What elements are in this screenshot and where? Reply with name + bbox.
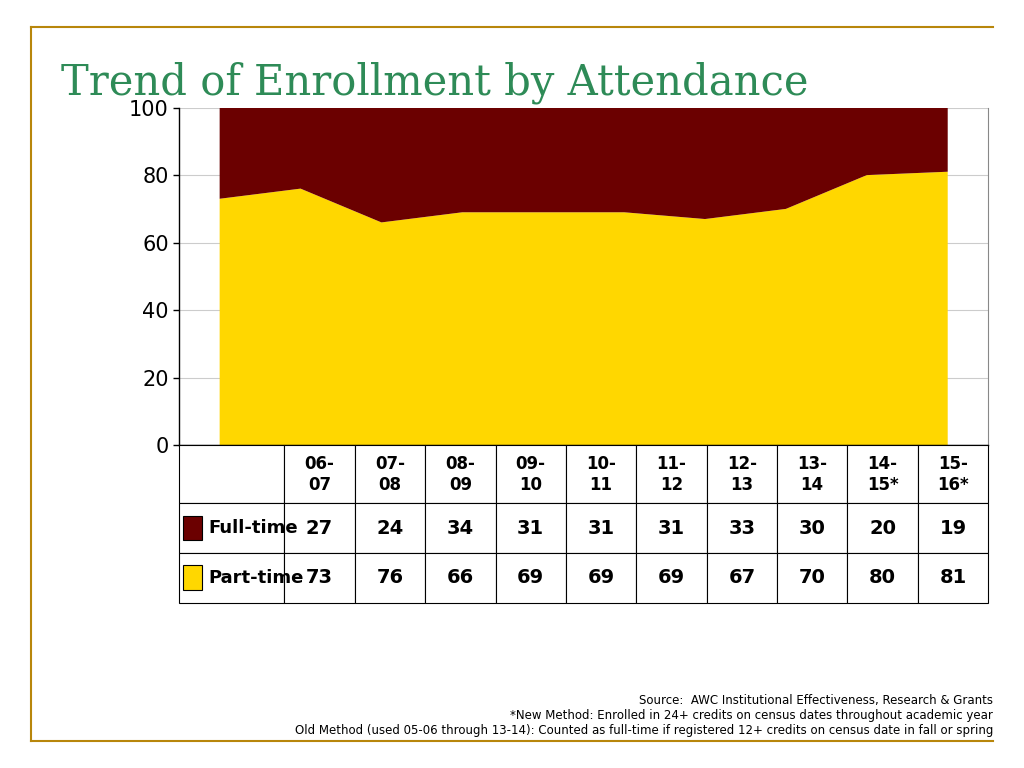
Text: 69: 69	[657, 568, 685, 588]
Text: Part-time: Part-time	[209, 569, 304, 587]
Text: 24: 24	[376, 518, 403, 538]
Text: 09-
10: 09- 10	[516, 455, 546, 494]
Text: Source:  AWC Institutional Effectiveness, Research & Grants
*New Method: Enrolle: Source: AWC Institutional Effectiveness,…	[295, 694, 993, 737]
Text: Trend of Enrollment by Attendance: Trend of Enrollment by Attendance	[61, 61, 809, 104]
Text: 81: 81	[939, 568, 967, 588]
Text: 10-
11: 10- 11	[586, 455, 616, 494]
Text: 31: 31	[657, 518, 685, 538]
Text: 20: 20	[869, 518, 896, 538]
Text: 31: 31	[588, 518, 614, 538]
Text: 69: 69	[517, 568, 544, 588]
Text: 06-
07: 06- 07	[304, 455, 335, 494]
Text: 66: 66	[446, 568, 474, 588]
Text: 07-
08: 07- 08	[375, 455, 404, 494]
Text: 08-
09: 08- 09	[445, 455, 475, 494]
Text: 73: 73	[306, 568, 333, 588]
Text: 70: 70	[799, 568, 825, 588]
Text: 69: 69	[588, 568, 614, 588]
Text: 15-
16*: 15- 16*	[937, 455, 969, 494]
Text: 13-
14: 13- 14	[798, 455, 827, 494]
Text: 14-
15*: 14- 15*	[866, 455, 898, 494]
Text: 27: 27	[306, 518, 333, 538]
Text: 80: 80	[869, 568, 896, 588]
Text: 67: 67	[728, 568, 756, 588]
Text: 33: 33	[728, 518, 756, 538]
Text: Full-time: Full-time	[209, 519, 298, 537]
Text: 12-
13: 12- 13	[727, 455, 757, 494]
Text: 76: 76	[377, 568, 403, 588]
Text: 11-
12: 11- 12	[656, 455, 686, 494]
Text: 19: 19	[939, 518, 967, 538]
Text: 34: 34	[446, 518, 474, 538]
Text: 31: 31	[517, 518, 544, 538]
Text: 30: 30	[799, 518, 825, 538]
